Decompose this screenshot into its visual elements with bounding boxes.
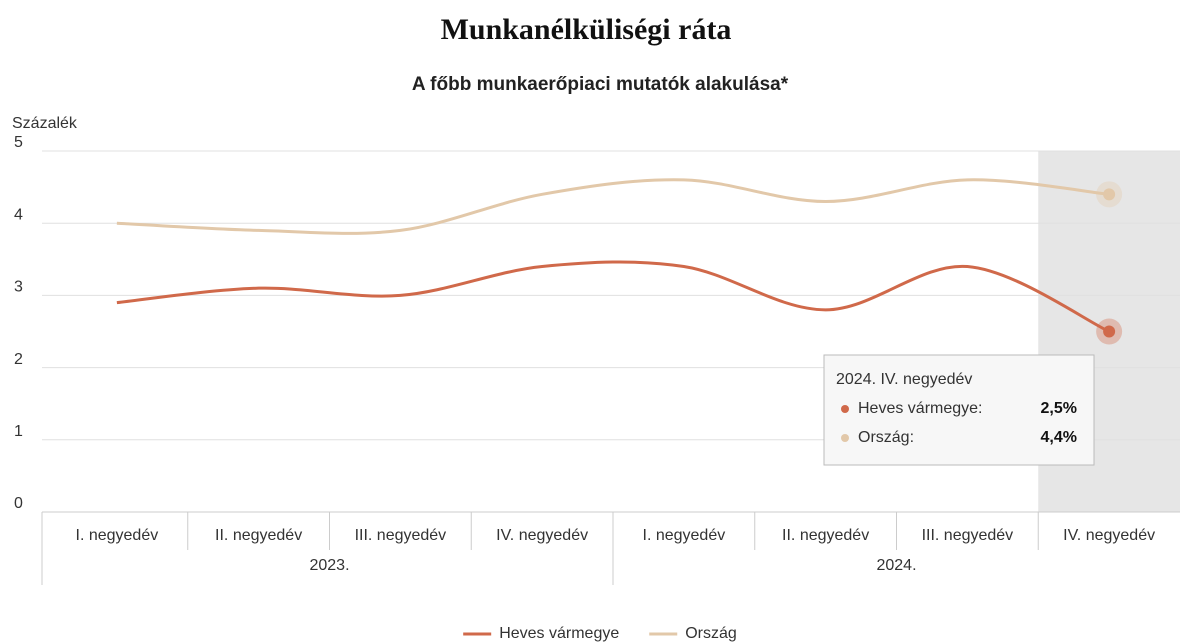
legend-label: Ország xyxy=(685,625,737,642)
series-line xyxy=(116,260,1110,333)
y-tick-label: 3 xyxy=(14,279,23,296)
x-group-label: 2024. xyxy=(876,557,916,574)
x-tick-label: II. negyedév xyxy=(782,527,869,544)
legend-label: Heves vármegye xyxy=(499,625,619,642)
legend: Heves vármegye Ország xyxy=(463,625,737,642)
y-tick-label: 0 xyxy=(14,495,23,512)
tooltip-title: 2024. IV. negyedév xyxy=(836,371,972,388)
x-tick-label: I. negyedév xyxy=(76,527,159,544)
tooltip: 2024. IV. negyedév Heves vármegye: 2,5% Ors… xyxy=(823,354,1095,466)
x-tick-label: III. negyedév xyxy=(355,527,447,544)
x-tick-label: I. negyedév xyxy=(643,527,726,544)
x-tick-label: IV. negyedév xyxy=(496,527,588,544)
x-tick-label: IV. negyedév xyxy=(1063,527,1155,544)
tooltip-value: 4,4% xyxy=(1041,429,1077,446)
tooltip-label: Ország: xyxy=(858,429,914,446)
tooltip-dot xyxy=(841,405,849,413)
chart-subtitle: A főbb munkaerőpiaci mutatók alakulása* xyxy=(412,74,789,95)
chart-title: Munkanélküliségi ráta xyxy=(441,13,732,46)
x-tick-label: III. negyedév xyxy=(922,527,1014,544)
x-group-label: 2023. xyxy=(309,557,349,574)
series-line xyxy=(116,178,1110,235)
tooltip-box xyxy=(823,354,1095,466)
y-tick-label: 1 xyxy=(14,423,23,440)
hover-point xyxy=(1103,188,1116,201)
tooltip-label: Heves vármegye: xyxy=(858,400,983,417)
y-tick-label: 4 xyxy=(14,206,23,223)
tooltip-value: 2,5% xyxy=(1041,400,1077,417)
hover-point xyxy=(1103,325,1116,338)
y-tick-label: 2 xyxy=(14,351,23,368)
y-axis-label: Százalék xyxy=(12,115,78,132)
tooltip-dot xyxy=(841,434,849,442)
x-tick-label: II. negyedév xyxy=(215,527,302,544)
y-tick-label: 5 xyxy=(14,134,23,151)
